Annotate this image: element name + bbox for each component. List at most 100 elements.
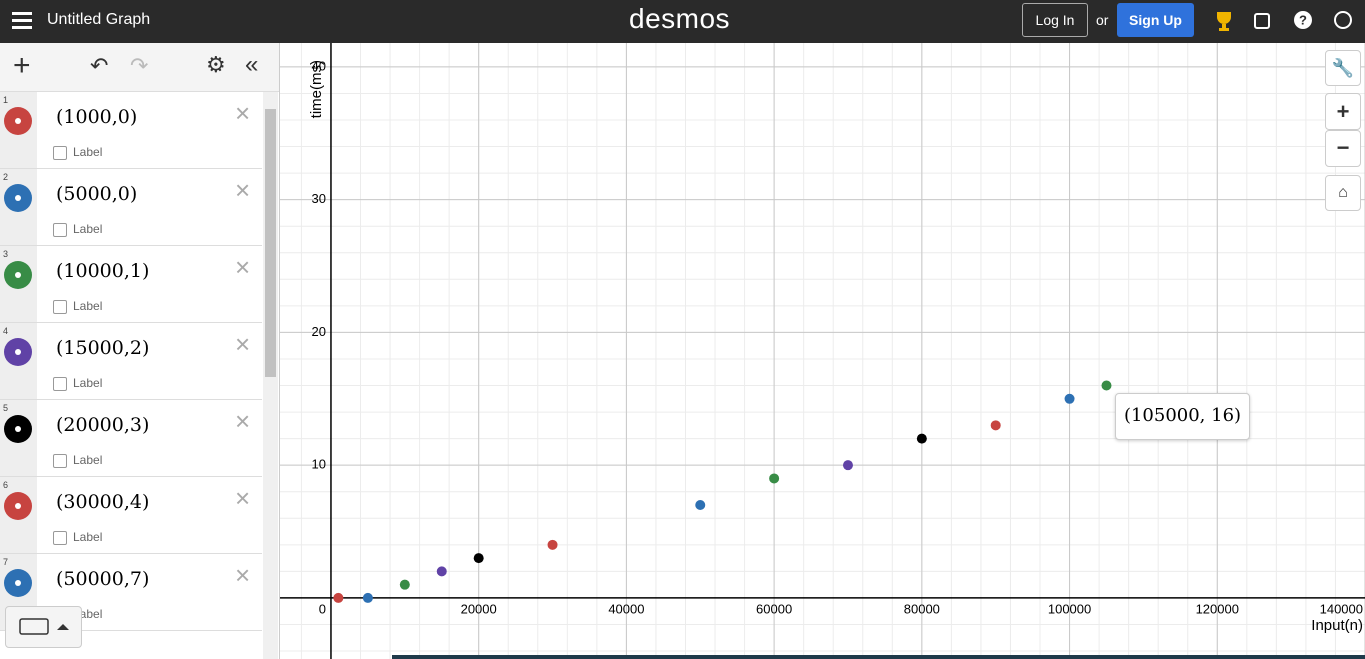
delete-button[interactable]: × (235, 560, 251, 590)
label-checkbox[interactable] (53, 300, 67, 314)
x-tick-label: 80000 (904, 601, 940, 616)
data-point (333, 592, 344, 603)
color-dot[interactable] (4, 415, 32, 443)
expression-row[interactable]: 3 (10000,1) Label × (0, 246, 262, 323)
zoom-out-button[interactable]: − (1325, 130, 1361, 167)
expression-number: 1 (3, 95, 9, 105)
settings-button[interactable]: ⚙ (206, 52, 226, 77)
data-point (990, 420, 1001, 431)
data-point (473, 553, 484, 564)
x-tick-label: 20000 (461, 601, 497, 616)
data-point (916, 433, 927, 444)
expression-gutter: 2 (0, 169, 37, 245)
scrollbar[interactable] (263, 92, 278, 659)
expression-text[interactable]: (15000,2) (56, 337, 150, 359)
y-tick-label: 20 (311, 324, 325, 339)
data-point (547, 539, 558, 550)
share-icon[interactable] (1254, 13, 1270, 29)
label-checkbox[interactable] (53, 454, 67, 468)
data-point (399, 579, 410, 590)
logo: desmos (629, 3, 731, 34)
expression-text[interactable]: (10000,1) (56, 260, 150, 282)
toolbar: + ↶ ↷ ⚙ « (0, 43, 279, 92)
delete-button[interactable]: × (235, 406, 251, 436)
expression-row[interactable]: 2 (5000,0) Label × (0, 169, 262, 246)
x-tick-label: 100000 (1048, 601, 1091, 616)
collapse-button[interactable]: « (245, 51, 259, 78)
zoom-in-button[interactable]: + (1325, 93, 1361, 130)
point-tooltip: (105000, 16) (1115, 393, 1250, 440)
expression-text[interactable]: (1000,0) (56, 106, 138, 128)
expression-gutter: 4 (0, 323, 37, 399)
delete-button[interactable]: × (235, 252, 251, 282)
data-point (695, 500, 706, 510)
x-tick-label: 140000 (1320, 601, 1363, 616)
delete-button[interactable]: × (235, 98, 251, 128)
y-tick-label: 40 (311, 58, 325, 73)
x-tick-label: 120000 (1196, 601, 1239, 616)
data-point (436, 566, 447, 577)
label-checkbox[interactable] (53, 146, 67, 160)
header: Untitled Graph desmos Log In or Sign Up … (0, 0, 1365, 43)
trophy-icon[interactable] (1217, 12, 1231, 31)
delete-button[interactable]: × (235, 329, 251, 359)
login-button[interactable]: Log In (1022, 3, 1088, 37)
expression-number: 4 (3, 326, 9, 336)
home-button[interactable]: ⌂ (1325, 175, 1361, 211)
undo-button[interactable]: ↶ (90, 53, 109, 78)
expression-row[interactable]: 6 (30000,4) Label × (0, 477, 262, 554)
label-text: Label (73, 145, 103, 159)
header-icons: ? (1217, 11, 1352, 31)
color-dot[interactable] (4, 107, 32, 135)
help-icon[interactable] (1294, 11, 1312, 29)
label-checkbox[interactable] (53, 531, 67, 545)
signup-button[interactable]: Sign Up (1117, 3, 1194, 37)
globe-icon[interactable] (1334, 11, 1352, 29)
expression-text[interactable]: (30000,4) (56, 491, 150, 513)
expression-number: 7 (3, 557, 9, 567)
label-checkbox[interactable] (53, 223, 67, 237)
label-checkbox[interactable] (53, 377, 67, 391)
expression-gutter: 6 (0, 477, 37, 553)
svg-text:?: ? (1299, 12, 1307, 27)
data-point (842, 460, 853, 471)
color-dot[interactable] (4, 492, 32, 520)
redo-button[interactable]: ↷ (130, 53, 149, 78)
wrench-button[interactable]: 🔧 (1325, 50, 1361, 86)
color-dot[interactable] (4, 338, 32, 366)
x-tick-label: 0 (319, 601, 326, 616)
color-dot[interactable] (4, 184, 32, 212)
or-text: or (1096, 12, 1109, 28)
label-text: Label (73, 299, 103, 313)
expression-row[interactable]: 4 (15000,2) Label × (0, 323, 262, 400)
expression-text[interactable]: (5000,0) (56, 183, 138, 205)
delete-button[interactable]: × (235, 175, 251, 205)
x-axis-label: Input(n) (1311, 617, 1363, 634)
x-tick-label: 40000 (608, 601, 644, 616)
x-tick-label: 60000 (756, 601, 792, 616)
expression-row[interactable]: 5 (20000,3) Label × (0, 400, 262, 477)
menu-icon[interactable] (12, 11, 32, 29)
label-text: Label (73, 453, 103, 467)
zoom-buttons: + − (1325, 93, 1361, 167)
add-button[interactable]: + (13, 49, 31, 82)
delete-button[interactable]: × (235, 483, 251, 513)
expression-gutter: 3 (0, 246, 37, 322)
expression-gutter: 5 (0, 400, 37, 476)
y-tick-label: 30 (311, 191, 325, 206)
y-axis-label: time(ms) (308, 60, 325, 118)
expression-number: 2 (3, 172, 9, 182)
color-dot[interactable] (4, 569, 32, 597)
y-tick-label: 10 (311, 457, 325, 472)
data-point (769, 473, 780, 484)
expression-text[interactable]: (50000,7) (56, 568, 150, 590)
graph-paper[interactable]: 0 20000 40000 60000 80000 100000 120000 140000 1… (280, 43, 1365, 659)
label-text: Label (73, 222, 103, 236)
graph-title[interactable]: Untitled Graph (47, 11, 151, 28)
expression-text[interactable]: (20000,3) (56, 414, 150, 436)
keyboard-button[interactable] (5, 606, 82, 648)
expression-row[interactable]: 1 (1000,0) Label × (0, 92, 262, 169)
expression-number: 6 (3, 480, 9, 490)
color-dot[interactable] (4, 261, 32, 289)
